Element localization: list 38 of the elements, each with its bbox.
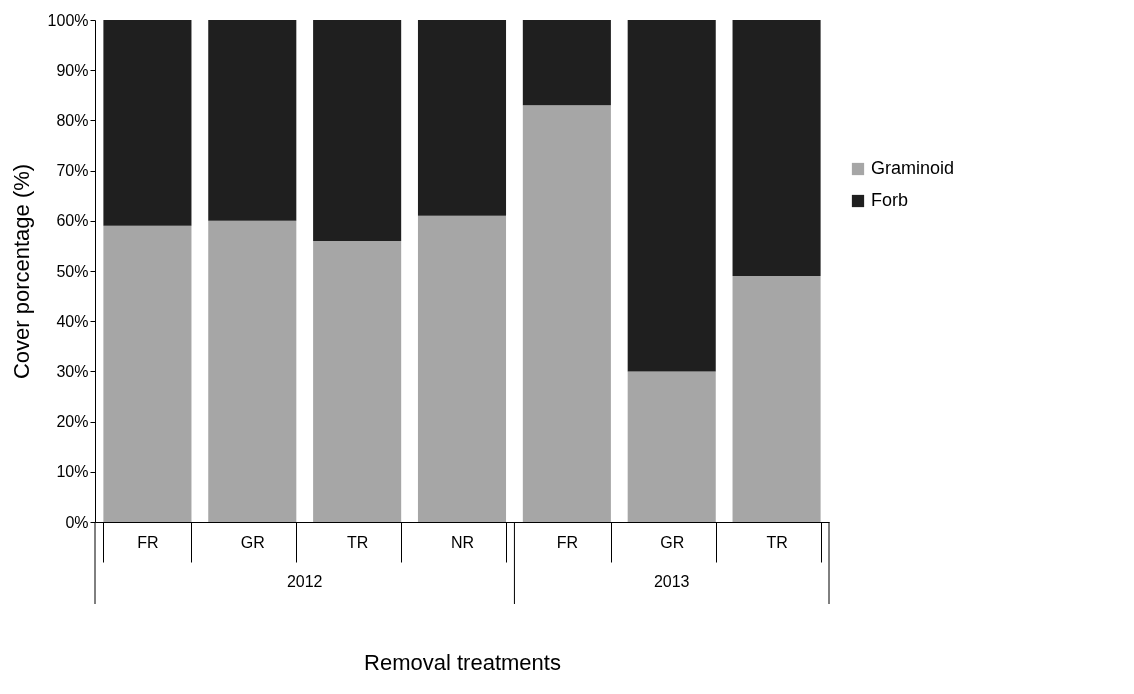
bar [417,20,507,216]
y-tick-label: 0% [65,513,89,531]
bar [627,371,716,522]
y-tick-label: 50% [56,262,89,280]
bar [522,20,611,106]
x-tick-label: FR [556,533,579,551]
y-tick-label: 70% [56,162,89,180]
bar [627,20,716,372]
text: 2012 [286,573,323,590]
bar [417,215,507,522]
y-tick-label: 30% [56,362,89,380]
text: 2013 [653,573,690,590]
x-axis-title: Removal treatments [364,650,561,675]
bar [313,240,402,522]
x-tick-label: NR [450,533,475,551]
x-tick-label: GR [660,533,685,551]
legend-label: Forb [871,190,909,210]
y-tick-label: 40% [56,312,89,330]
y-tick-label: 60% [56,212,89,230]
legend-label: Graminoid [871,158,955,178]
y-tick-label: 20% [56,413,89,431]
bar [103,225,192,522]
bar [313,20,402,241]
bar [208,220,297,522]
y-tick-label: 10% [56,463,89,481]
y-axis-title: Cover porcentage (%) [8,163,34,380]
bar [103,20,192,226]
x-tick-label: GR [240,533,265,551]
x-tick-label: TR [766,533,788,551]
y-tick-label: 90% [56,61,89,79]
bar [732,20,821,277]
bar [522,105,611,522]
bar [732,276,821,522]
y-tick-label: 100% [47,11,89,29]
x-tick-label: TR [346,533,369,551]
y-tick-label: 80% [56,111,89,129]
bar [208,20,297,221]
x-tick-label: FR [137,533,159,551]
